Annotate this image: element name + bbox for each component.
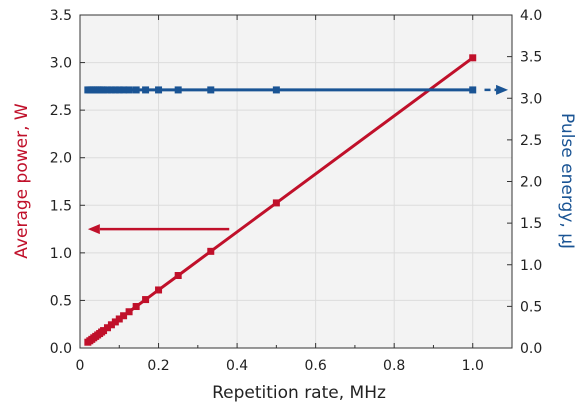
y-left-tick-label: 3.5 — [50, 8, 72, 24]
y-left-tick-label: 2.0 — [50, 151, 72, 167]
y-right-tick-label: 3.5 — [520, 50, 542, 66]
data-point-average-power — [111, 318, 119, 326]
data-point-average-power — [107, 321, 115, 329]
data-point-average-power — [155, 286, 163, 294]
data-point-pulse-energy — [142, 86, 150, 94]
data-point-pulse-energy — [155, 86, 163, 94]
data-point-pulse-energy — [100, 86, 108, 94]
x-axis-title: Repetition rate, MHz — [212, 383, 386, 403]
y-right-axis-title: Pulse energy, μJ — [557, 113, 577, 249]
y-left-tick-label: 3.0 — [50, 56, 72, 72]
data-point-average-power — [272, 199, 280, 207]
x-tick-label: 0.6 — [305, 358, 327, 374]
annotation-arrow-head-right — [496, 84, 509, 95]
data-point-pulse-energy — [132, 86, 140, 94]
y-left-tick-label: 1.0 — [50, 246, 72, 262]
plot-background — [80, 15, 512, 348]
data-point-average-power — [103, 324, 111, 332]
y-left-axis-title: Average power, W — [12, 103, 32, 259]
x-tick-label: 0 — [76, 358, 85, 374]
y-right-tick-label: 2.0 — [520, 175, 542, 191]
data-point-average-power — [100, 327, 108, 335]
data-point-average-power — [142, 296, 150, 304]
x-tick-label: 0.8 — [383, 358, 405, 374]
x-tick-label: 1.0 — [462, 358, 484, 374]
y-right-tick-label: 2.5 — [520, 133, 542, 149]
y-right-tick-label: 4.0 — [520, 8, 542, 24]
data-point-average-power — [174, 272, 182, 280]
y-right-tick-label: 1.5 — [520, 216, 542, 232]
annotation-arrow-head-left — [87, 224, 100, 235]
data-point-average-power — [469, 54, 477, 62]
data-point-pulse-energy — [103, 86, 111, 94]
y-left-tick-label: 2.5 — [50, 103, 72, 119]
data-point-pulse-energy — [272, 86, 280, 94]
data-point-average-power — [120, 312, 128, 320]
y-right-tick-label: 0.0 — [520, 341, 542, 357]
data-point-pulse-energy — [174, 86, 182, 94]
data-point-average-power — [115, 315, 123, 323]
data-point-pulse-energy — [207, 86, 215, 94]
data-point-pulse-energy — [107, 86, 115, 94]
data-point-average-power — [207, 247, 215, 255]
data-point-pulse-energy — [120, 86, 128, 94]
x-tick-label: 0.2 — [147, 358, 169, 374]
y-right-tick-label: 1.0 — [520, 258, 542, 274]
data-point-pulse-energy — [469, 86, 477, 94]
plot-area: 0 0.2 0.4 0.6 0.8 1.0 0.0 0.5 1.0 1.5 2.0 2.5 3.0 3.5… — [50, 8, 543, 374]
data-point-average-power — [132, 303, 140, 311]
y-right-tick-label: 0.5 — [520, 299, 542, 315]
data-point-pulse-energy — [111, 86, 119, 94]
data-point-average-power — [125, 308, 133, 316]
y-left-tick-label: 1.5 — [50, 198, 72, 214]
y-left-tick-label: 0.5 — [50, 293, 72, 309]
x-tick-label: 0.4 — [226, 358, 248, 374]
y-left-tick-label: 0.0 — [50, 341, 72, 357]
y-right-tick-label: 3.0 — [520, 91, 542, 107]
data-point-pulse-energy — [125, 86, 133, 94]
data-point-pulse-energy — [115, 86, 123, 94]
